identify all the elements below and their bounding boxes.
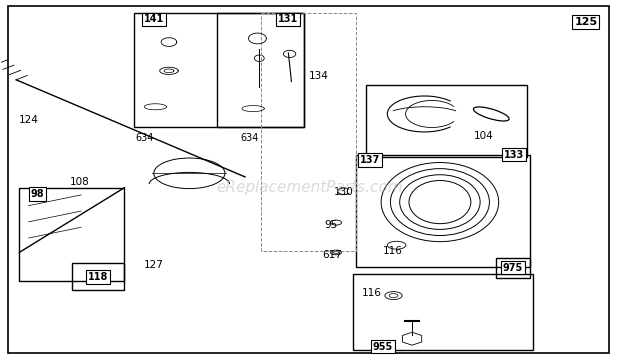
Text: eReplacementParts.com: eReplacementParts.com xyxy=(216,180,404,195)
Text: 116: 116 xyxy=(383,246,403,256)
Text: 98: 98 xyxy=(31,189,45,199)
Text: 134: 134 xyxy=(309,71,329,81)
Text: 116: 116 xyxy=(362,288,382,299)
Text: 634: 634 xyxy=(241,133,259,143)
Text: 124: 124 xyxy=(19,115,39,125)
Bar xyxy=(356,155,529,267)
Text: 104: 104 xyxy=(473,131,493,141)
Bar xyxy=(260,13,356,251)
Text: 131: 131 xyxy=(278,14,298,25)
Text: 130: 130 xyxy=(334,187,353,197)
Bar xyxy=(134,13,304,127)
Text: 955: 955 xyxy=(373,342,393,352)
Text: 137: 137 xyxy=(360,155,380,165)
Bar xyxy=(495,258,529,278)
Text: 141: 141 xyxy=(144,14,164,25)
Text: 634: 634 xyxy=(136,133,154,143)
Bar xyxy=(217,13,304,127)
Text: 617: 617 xyxy=(322,250,342,260)
Text: 108: 108 xyxy=(70,177,90,187)
Bar xyxy=(72,263,125,290)
Text: 127: 127 xyxy=(144,260,164,270)
Text: 975: 975 xyxy=(503,262,523,273)
Bar xyxy=(366,85,526,157)
Bar xyxy=(19,188,125,281)
Text: 118: 118 xyxy=(88,272,108,282)
Text: 133: 133 xyxy=(504,149,525,160)
Text: 95: 95 xyxy=(324,220,337,230)
Bar xyxy=(353,274,533,349)
Text: 125: 125 xyxy=(574,17,598,27)
